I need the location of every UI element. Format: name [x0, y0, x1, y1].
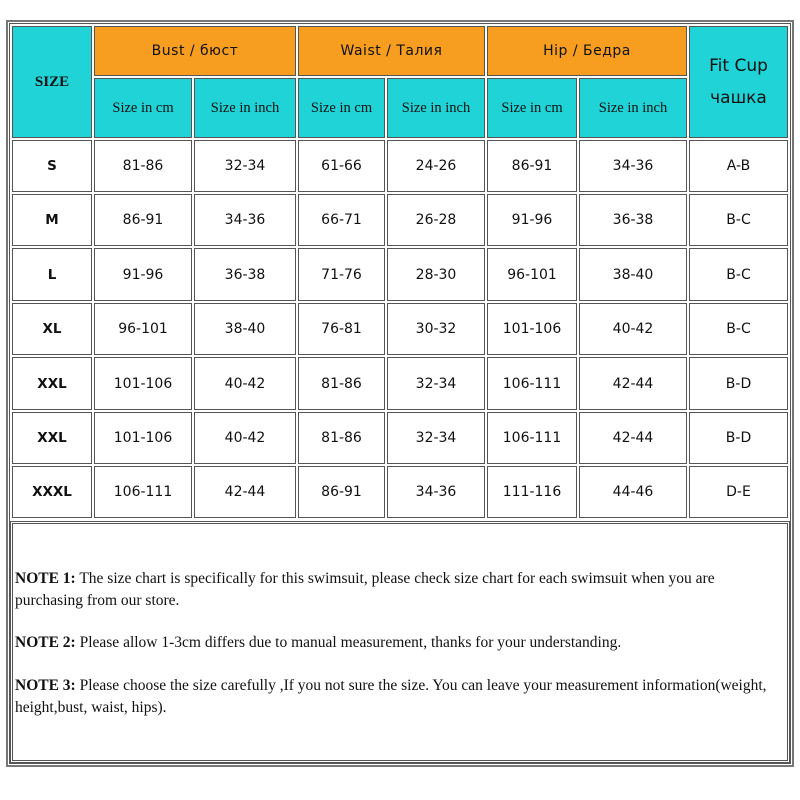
bust-cm-header: Size in cm [94, 78, 192, 138]
hip-inch-cell: 42-44 [579, 357, 687, 410]
table-row: XL 96-101 38-40 76-81 30-32 101-106 40-42 B-C [12, 303, 788, 355]
waist-cm-cell: 81-86 [298, 412, 385, 464]
waist-inch-cell: 32-34 [387, 412, 485, 464]
fit-cup-cell: D-E [689, 466, 788, 518]
hip-inch-cell: 38-40 [579, 248, 687, 301]
waist-cm-cell: 61-66 [298, 140, 385, 192]
note-3: NOTE 3: Please choose the size carefully… [15, 675, 780, 719]
waist-header: Waist / Талия [298, 26, 485, 76]
note-label: NOTE 1: [15, 570, 76, 587]
subheader-row: Size in cm Size in inch Size in cm Size … [12, 78, 788, 138]
bust-inch-cell: 42-44 [194, 466, 296, 518]
waist-cm-cell: 81-86 [298, 357, 385, 410]
size-cell: XXL [12, 412, 92, 464]
bust-header: Bust / бюст [94, 26, 296, 76]
note-text: Please choose the size carefully ,If you… [15, 677, 767, 716]
fit-cup-cell: B-C [689, 248, 788, 301]
hip-cm-cell: 101-106 [487, 303, 577, 355]
bust-inch-cell: 34-36 [194, 194, 296, 246]
hip-inch-cell: 36-38 [579, 194, 687, 246]
fit-cup-label: Fit Cup [709, 56, 768, 76]
waist-inch-cell: 28-30 [387, 248, 485, 301]
fit-cup-cell: B-D [689, 357, 788, 410]
bust-inch-cell: 40-42 [194, 412, 296, 464]
hip-cm-cell: 96-101 [487, 248, 577, 301]
waist-cm-header: Size in cm [298, 78, 385, 138]
size-cell: M [12, 194, 92, 246]
table-row: L 91-96 36-38 71-76 28-30 96-101 38-40 B-C [12, 248, 788, 301]
size-chart-frame [6, 20, 794, 767]
bust-cm-cell: 86-91 [94, 194, 192, 246]
waist-inch-cell: 30-32 [387, 303, 485, 355]
size-cell: XL [12, 303, 92, 355]
hip-cm-cell: 86-91 [487, 140, 577, 192]
waist-inch-cell: 34-36 [387, 466, 485, 518]
bust-cm-cell: 101-106 [94, 412, 192, 464]
waist-inch-cell: 32-34 [387, 357, 485, 410]
waist-inch-cell: 24-26 [387, 140, 485, 192]
waist-inch-cell: 26-28 [387, 194, 485, 246]
bust-cm-cell: 96-101 [94, 303, 192, 355]
table-row: XXL 101-106 40-42 81-86 32-34 106-111 42-44 B-D [12, 357, 788, 410]
size-header: SIZE [12, 26, 92, 138]
notes-box: NOTE 1: The size chart is specifically f… [12, 523, 788, 761]
hip-cm-cell: 91-96 [487, 194, 577, 246]
waist-cm-cell: 71-76 [298, 248, 385, 301]
table-row: XXXL 106-111 42-44 86-91 34-36 111-116 44-46 D-… [12, 466, 788, 518]
fit-cup-cell: A-B [689, 140, 788, 192]
note-label: NOTE 2: [15, 634, 76, 651]
bust-inch-cell: 40-42 [194, 357, 296, 410]
waist-cm-cell: 76-81 [298, 303, 385, 355]
note-2: NOTE 2: Please allow 1-3cm differs due t… [15, 632, 780, 654]
hip-cm-cell: 111-116 [487, 466, 577, 518]
table-row: S 81-86 32-34 61-66 24-26 86-91 34-36 A-B [12, 140, 788, 192]
hip-inch-cell: 34-36 [579, 140, 687, 192]
size-chart-table: SIZE Bust / бюст Waist / Талия Hip / Бед… [10, 24, 790, 520]
header-row: SIZE Bust / бюст Waist / Талия Hip / Бед… [12, 26, 788, 138]
bust-cm-cell: 101-106 [94, 357, 192, 410]
hip-cm-cell: 106-111 [487, 357, 577, 410]
table-row: XXL 101-106 40-42 81-86 32-34 106-111 42-44 B-D [12, 412, 788, 464]
note-text: The size chart is specifically for this … [15, 570, 715, 609]
size-cell: S [12, 140, 92, 192]
bust-cm-cell: 91-96 [94, 248, 192, 301]
size-cell: L [12, 248, 92, 301]
bust-inch-header: Size in inch [194, 78, 296, 138]
hip-header: Hip / Бедра [487, 26, 687, 76]
note-text: Please allow 1-3cm differs due to manual… [75, 634, 622, 651]
fit-cup-cell: B-C [689, 303, 788, 355]
waist-inch-header: Size in inch [387, 78, 485, 138]
bust-inch-cell: 36-38 [194, 248, 296, 301]
table-row: M 86-91 34-36 66-71 26-28 91-96 36-38 B-C [12, 194, 788, 246]
fit-cup-cell: B-D [689, 412, 788, 464]
fit-cup-cell: B-C [689, 194, 788, 246]
size-cell: XXL [12, 357, 92, 410]
bust-cm-cell: 106-111 [94, 466, 192, 518]
hip-inch-cell: 42-44 [579, 412, 687, 464]
hip-inch-cell: 44-46 [579, 466, 687, 518]
hip-cm-header: Size in cm [487, 78, 577, 138]
fit-cup-label-ru: чашка [710, 88, 767, 108]
hip-inch-header: Size in inch [579, 78, 687, 138]
bust-inch-cell: 32-34 [194, 140, 296, 192]
waist-cm-cell: 66-71 [298, 194, 385, 246]
note-1: NOTE 1: The size chart is specifically f… [15, 568, 780, 612]
waist-cm-cell: 86-91 [298, 466, 385, 518]
note-label: NOTE 3: [15, 677, 76, 694]
bust-inch-cell: 38-40 [194, 303, 296, 355]
size-cell: XXXL [12, 466, 92, 518]
hip-inch-cell: 40-42 [579, 303, 687, 355]
hip-cm-cell: 106-111 [487, 412, 577, 464]
fit-cup-header: Fit Cup чашка [689, 26, 788, 138]
bust-cm-cell: 81-86 [94, 140, 192, 192]
